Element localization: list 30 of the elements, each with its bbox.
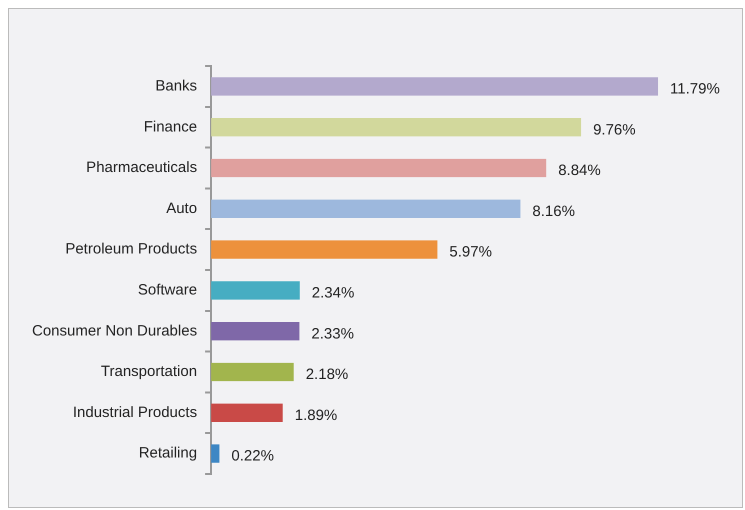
y-tick-label: Pharmaceuticals: [86, 159, 198, 176]
data-label: 5.97%: [449, 244, 492, 261]
y-tick-label: Retailing: [138, 444, 198, 462]
bar: [211, 444, 220, 463]
bar: [211, 322, 300, 340]
bar: [211, 240, 438, 259]
y-tick-label: Transportation: [100, 363, 198, 380]
y-tick-label: Petroleum Products: [65, 240, 198, 258]
data-label: 2.18%: [306, 366, 348, 384]
y-tick-label: Software: [138, 282, 198, 299]
bar: [211, 118, 582, 136]
y-tick-label: Auto: [166, 200, 198, 217]
data-label: 8.16%: [532, 202, 575, 220]
bar: [211, 362, 294, 382]
y-tick-label: Industrial Products: [72, 404, 198, 421]
data-label: 2.34%: [312, 284, 354, 302]
data-label: 11.79%: [670, 80, 720, 98]
data-label: 1.89%: [294, 406, 338, 424]
y-tick-label: Banks: [155, 78, 198, 95]
data-label: 0.22%: [231, 448, 274, 465]
data-label: 2.33%: [311, 325, 354, 342]
bar: [211, 404, 283, 422]
bar: [211, 281, 300, 300]
y-tick-label: Consumer Non Durables: [32, 322, 198, 340]
bar: [211, 158, 546, 178]
data-label: 9.76%: [593, 121, 636, 138]
y-tick-label: Finance: [144, 118, 198, 136]
data-label: 8.84%: [558, 162, 601, 180]
bar: [211, 200, 520, 218]
bar: [211, 77, 658, 96]
